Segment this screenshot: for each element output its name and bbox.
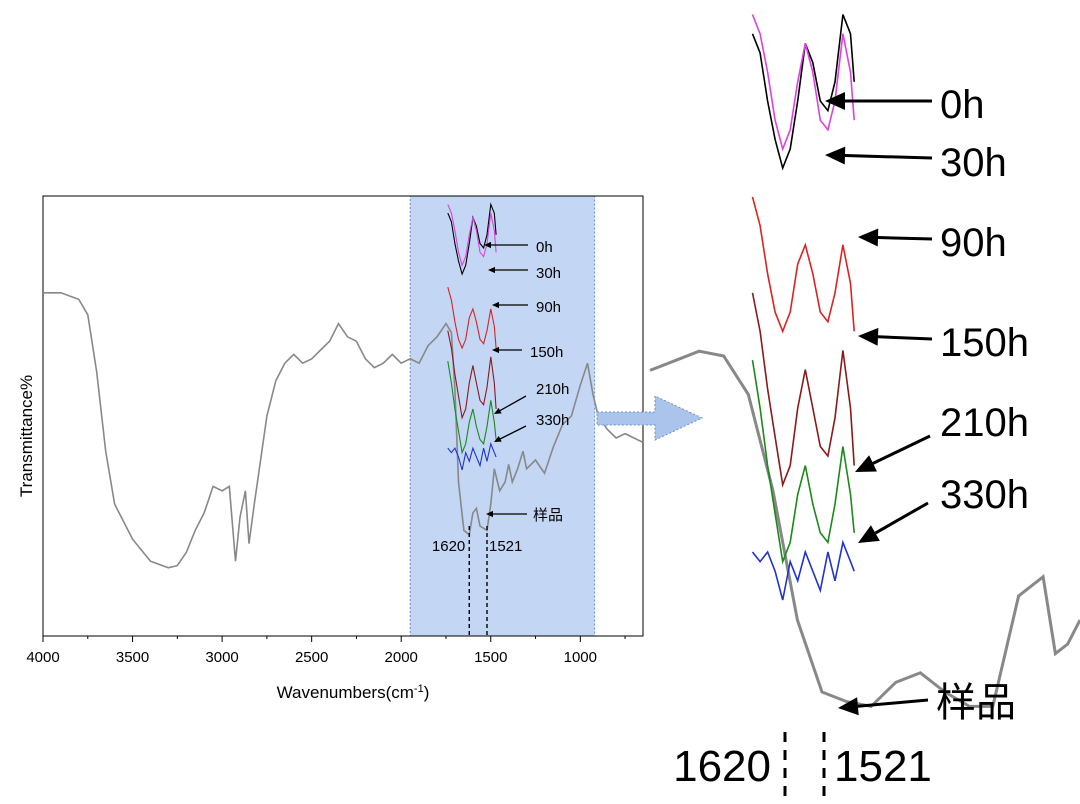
series-line-150h	[447, 330, 497, 420]
annotation-arrow-210h	[494, 395, 527, 414]
x-tick-label: 1000	[564, 649, 597, 666]
series-line-0h	[751, 14, 855, 171]
x-tick-label: 3500	[116, 649, 149, 666]
zoom-arrow	[596, 395, 704, 441]
series-line-210h	[751, 359, 855, 565]
annotation-label-30h: 30h	[940, 141, 1007, 185]
annotation-label-330h: 330h	[940, 473, 1029, 517]
zoomed-spectrum-chart: 0h 30h 90h 150h 210h 330h 样品 1620 1521	[649, 14, 1080, 799]
annotation-arrow-30h	[488, 266, 528, 274]
series-line-sample	[649, 349, 1080, 709]
peak-label-1620: 1620	[673, 742, 771, 791]
x-tick-label: 2000	[385, 649, 418, 666]
annotation-arrow-0h	[484, 241, 528, 249]
peak-label-1521: 1521	[834, 742, 932, 791]
series-line-330h	[751, 539, 855, 601]
series-line-30h	[447, 204, 497, 267]
series-layer	[43, 292, 644, 569]
annotation-arrow-sample	[838, 697, 929, 716]
x-tick-label: 4000	[26, 649, 59, 666]
y-axis-label: Transmittance%	[17, 375, 36, 497]
annotation-arrow-330h	[494, 425, 527, 442]
x-axis-ticks: 4000 3500 3000 2500 2000 1500 1000	[26, 636, 626, 666]
annotation-label-sample: 样品	[936, 681, 1016, 725]
annotation-arrow-sample	[486, 510, 527, 518]
annotation-label-90h: 90h	[536, 299, 561, 316]
annotation-layer: 0h 30h 90h 150h 210h 330h 样品 1620 1521	[673, 83, 1029, 799]
annotation-label-210h: 210h	[940, 401, 1029, 445]
full-spectrum-chart: 4000 3500 3000 2500 2000 1500 1000 0h 30h 90h 150…	[17, 195, 644, 702]
x-tick-label: 2500	[295, 649, 328, 666]
annotation-label-150h: 150h	[530, 344, 563, 361]
x-axis-label: Wavenumbers(cm-1)	[277, 683, 430, 702]
series-line-30h	[751, 14, 855, 152]
annotation-arrow-210h	[855, 434, 931, 472]
series-line-90h	[751, 196, 855, 334]
series-line-150h	[751, 292, 855, 488]
annotation-label-150h: 150h	[940, 321, 1029, 365]
annotation-label-30h: 30h	[536, 265, 561, 282]
annotation-label-90h: 90h	[940, 221, 1007, 265]
annotation-arrow-90h	[492, 301, 528, 309]
annotation-label-330h: 330h	[536, 412, 569, 429]
annotation-arrow-330h	[858, 501, 929, 543]
annotation-layer: 0h 30h 90h 150h 210h 330h 样品 1620 1521	[432, 239, 569, 636]
annotation-arrow-150h	[858, 327, 933, 346]
zoom-region-highlight	[409, 195, 596, 637]
x-tick-label: 1500	[474, 649, 507, 666]
annotation-label-210h: 210h	[536, 381, 569, 398]
annotation-arrow-30h	[825, 146, 933, 165]
peak-label-1620: 1620	[432, 538, 465, 555]
annotation-arrow-150h	[492, 346, 522, 354]
peak-label-1521: 1521	[489, 538, 522, 555]
series-layer	[649, 349, 1080, 709]
offset-series-layer	[751, 14, 855, 601]
series-line-90h	[447, 286, 497, 350]
series-line-330h	[447, 442, 497, 471]
annotation-label-0h: 0h	[940, 83, 985, 127]
series-line-sample	[43, 292, 644, 569]
annotation-arrow-0h	[825, 92, 932, 110]
annotation-label-sample: 样品	[533, 507, 563, 524]
offset-series-layer	[447, 202, 497, 471]
annotation-arrow-90h	[858, 228, 933, 247]
annotation-label-0h: 0h	[536, 239, 553, 256]
series-line-210h	[447, 361, 497, 455]
x-tick-label: 3000	[205, 649, 238, 666]
